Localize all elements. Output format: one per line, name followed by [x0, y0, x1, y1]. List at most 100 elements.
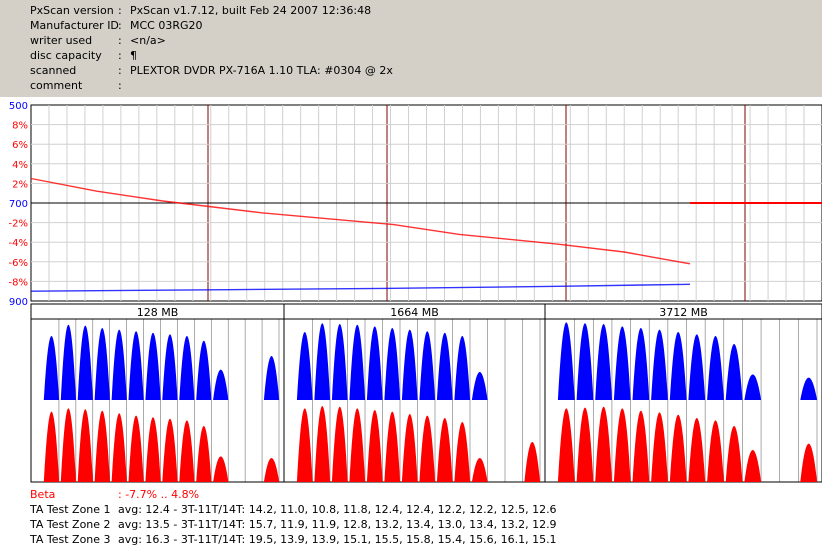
y-tick-label: 700 — [9, 199, 28, 210]
row-key: Manufacturer ID — [30, 19, 119, 32]
info-header: PxScan version: PxScan v1.7.12, built Feb… — [0, 0, 822, 97]
red-peak — [688, 418, 706, 482]
red-peak — [128, 415, 144, 482]
blue-peak — [688, 334, 706, 400]
blue-peak — [707, 336, 724, 400]
row-key: disc capacity — [30, 49, 102, 62]
row-key: writer used — [30, 34, 93, 47]
blue-peak — [419, 331, 436, 400]
y-tick-label: 900 — [9, 297, 28, 308]
y-tick-label: 500 — [9, 101, 28, 112]
row-scanned: scanned: PLEXTOR DVDR PX-716A 1.10 TLA: #… — [30, 64, 393, 77]
red-peak — [314, 406, 331, 482]
red-peak — [296, 408, 313, 482]
ta-zone-label: TA Test Zone 3 — [30, 533, 111, 546]
blue-peak — [576, 323, 594, 400]
ta-zone-value: avg: 12.4 - 3T-11T/14T: 14.2, 11.0, 10.8… — [118, 503, 557, 516]
row-disc-capacity: disc capacity: ¶ — [30, 49, 137, 62]
blue-peak — [366, 326, 383, 400]
blue-peak — [471, 372, 488, 400]
scan-chart: 500 8% 6% 4% 2% 700 -2% -4% -6% -8% 900 128 MB 1664… — [9, 101, 822, 483]
blue-peak — [401, 329, 418, 400]
red-peak — [349, 408, 366, 482]
red-peak — [454, 422, 471, 482]
blue-peak — [94, 328, 110, 400]
results-footer: Beta : -7.7% .. 4.8% TA Test Zone 1 avg: 1… — [0, 485, 822, 551]
y-tick-label: -4% — [9, 238, 28, 249]
row-key: PxScan version — [30, 4, 114, 17]
red-peak — [436, 418, 453, 482]
blue-peak — [725, 344, 743, 400]
blue-peak — [128, 331, 144, 400]
row-value: MCC 03RG20 — [130, 19, 203, 32]
blue-peak — [60, 324, 76, 400]
y-tick-label: -6% — [9, 258, 28, 269]
blue-peak — [314, 323, 331, 400]
ta-zone-3-row: TA Test Zone 3 avg: 16.3 - 3T-11T/14T: 19… — [30, 532, 557, 547]
red-peak — [595, 406, 612, 482]
red-peak — [669, 414, 687, 482]
zone-label: 1664 MB — [390, 306, 439, 319]
blue-peak — [669, 332, 687, 400]
ta-zone-1-row: TA Test Zone 1 avg: 12.4 - 3T-11T/14T: 14… — [30, 502, 557, 517]
red-peak — [213, 456, 229, 482]
blue-peak — [213, 369, 229, 400]
ta-zone-value: avg: 16.3 - 3T-11T/14T: 19.5, 13.9, 13.9… — [118, 533, 557, 546]
red-peak — [77, 409, 93, 482]
y-tick-label: -8% — [9, 277, 28, 288]
red-peak — [613, 408, 631, 482]
blue-peak — [296, 332, 313, 400]
red-peak — [725, 426, 743, 482]
red-peak — [557, 408, 575, 482]
row-comment: comment: — [30, 79, 122, 92]
blue-peak — [263, 356, 280, 400]
red-peak — [524, 442, 541, 482]
ta-zone-2-row: TA Test Zone 2 avg: 13.5 - 3T-11T/14T: 15… — [30, 517, 557, 532]
blue-peak — [632, 328, 650, 400]
red-peak — [111, 413, 127, 482]
blue-peak — [331, 324, 348, 400]
blue-peak — [145, 332, 161, 400]
blue-peak — [43, 336, 60, 400]
red-peak — [145, 417, 161, 482]
y-tick-label: 8% — [12, 121, 28, 132]
red-peak — [744, 450, 762, 482]
red-peak — [43, 411, 60, 482]
row-manufacturer-id: Manufacturer ID: MCC 03RG20 — [30, 19, 203, 32]
beta-label: Beta — [30, 488, 56, 501]
row-writer-used: writer used: <n/a> — [30, 34, 166, 47]
y-tick-label: 4% — [12, 160, 28, 171]
red-peak — [331, 406, 348, 482]
red-peak — [384, 411, 401, 482]
red-peak — [162, 418, 178, 482]
ta-histogram-plot: 128 MB 1664 MB 3712 MB — [30, 303, 822, 483]
zone-label: 128 MB — [137, 306, 179, 319]
red-peak — [632, 410, 650, 482]
beta-value: : -7.7% .. 4.8% — [118, 488, 200, 501]
blue-peak — [349, 324, 366, 400]
row-value: ¶ — [130, 49, 137, 62]
row-key: scanned — [30, 64, 77, 77]
red-peak — [366, 410, 383, 482]
blue-peak — [744, 374, 762, 400]
row-pxscan-version: PxScan version: PxScan v1.7.12, built Feb… — [30, 4, 372, 17]
row-value: PLEXTOR DVDR PX-716A 1.10 TLA: #0304 @ 2… — [130, 64, 393, 77]
ta-zone-value: avg: 13.5 - 3T-11T/14T: 15.7, 11.9, 11.9… — [118, 518, 557, 531]
red-peak — [471, 458, 488, 482]
beta-jitter-plot: 500 8% 6% 4% 2% 700 -2% -4% -6% -8% 900 — [9, 101, 822, 308]
red-peak — [401, 414, 418, 482]
blue-peak — [613, 326, 631, 400]
blue-peak — [384, 328, 401, 400]
y-tick-label: -2% — [9, 219, 28, 230]
ta-zone-label: TA Test Zone 1 — [30, 503, 111, 516]
red-peak — [196, 426, 212, 482]
red-peak — [60, 408, 76, 482]
blue-peak — [651, 329, 668, 400]
blue-peak — [800, 377, 818, 400]
red-peak — [263, 458, 280, 482]
blue-peak — [557, 322, 575, 400]
blue-peak — [436, 332, 453, 400]
blue-peak — [179, 336, 195, 400]
jitter-series-line — [30, 283, 691, 292]
beta-series-line — [30, 177, 691, 265]
